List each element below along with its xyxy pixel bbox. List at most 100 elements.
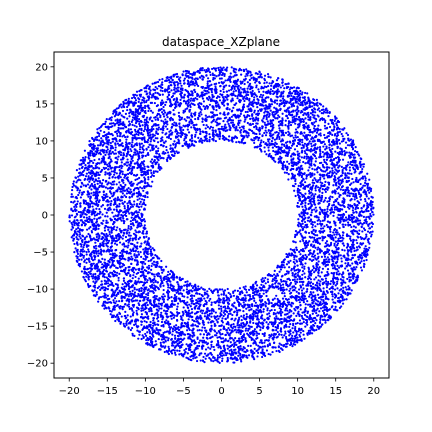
data-point bbox=[127, 244, 130, 247]
data-point bbox=[232, 345, 236, 348]
data-point bbox=[286, 312, 289, 315]
data-point bbox=[328, 146, 331, 149]
data-point bbox=[259, 141, 263, 144]
data-point bbox=[323, 124, 326, 127]
data-point bbox=[195, 304, 198, 307]
data-point bbox=[162, 105, 165, 109]
data-point bbox=[214, 139, 217, 143]
data-point bbox=[133, 291, 137, 294]
data-point bbox=[327, 280, 330, 284]
data-point bbox=[135, 133, 138, 136]
data-point bbox=[301, 263, 304, 266]
data-point bbox=[246, 332, 249, 335]
data-point bbox=[149, 89, 152, 92]
data-point bbox=[109, 265, 112, 268]
data-point bbox=[115, 107, 118, 110]
data-point bbox=[170, 337, 173, 341]
data-point bbox=[179, 82, 182, 85]
data-point bbox=[328, 125, 332, 129]
data-point bbox=[204, 348, 208, 351]
data-point bbox=[131, 248, 135, 251]
data-point bbox=[95, 263, 98, 266]
data-point bbox=[359, 194, 363, 197]
data-point bbox=[208, 136, 212, 139]
data-point bbox=[134, 178, 137, 182]
data-point bbox=[260, 283, 263, 286]
data-point bbox=[259, 328, 262, 332]
data-point bbox=[311, 226, 314, 229]
data-point bbox=[314, 284, 317, 287]
data-point bbox=[117, 316, 120, 319]
data-point bbox=[140, 274, 144, 277]
data-point bbox=[151, 180, 154, 183]
data-point bbox=[217, 135, 220, 138]
data-point bbox=[214, 359, 217, 362]
data-point bbox=[230, 121, 233, 124]
data-point bbox=[303, 131, 306, 134]
data-point bbox=[263, 82, 266, 85]
data-point bbox=[355, 246, 359, 249]
data-point bbox=[278, 307, 281, 310]
data-point bbox=[313, 124, 316, 128]
data-point bbox=[306, 219, 310, 222]
data-point bbox=[193, 78, 196, 81]
data-point bbox=[154, 279, 157, 282]
data-point bbox=[149, 160, 152, 163]
data-point bbox=[258, 81, 261, 85]
data-point bbox=[126, 314, 129, 317]
data-point bbox=[245, 327, 248, 330]
data-point bbox=[340, 153, 343, 156]
data-point bbox=[319, 318, 322, 321]
data-point bbox=[179, 292, 182, 295]
data-point bbox=[212, 135, 215, 138]
data-point bbox=[324, 121, 327, 124]
data-point bbox=[294, 179, 297, 183]
data-point bbox=[281, 283, 285, 286]
data-point bbox=[344, 216, 348, 219]
data-point bbox=[356, 263, 359, 266]
data-point bbox=[242, 286, 245, 289]
data-point bbox=[150, 268, 153, 271]
data-point bbox=[318, 321, 322, 325]
data-point bbox=[89, 270, 92, 273]
data-point bbox=[265, 81, 268, 84]
data-point bbox=[107, 285, 110, 288]
data-point bbox=[77, 193, 80, 197]
data-point bbox=[345, 298, 348, 301]
data-point bbox=[363, 198, 367, 201]
data-point bbox=[305, 320, 309, 324]
data-point bbox=[85, 216, 88, 219]
data-point bbox=[164, 140, 167, 143]
data-point bbox=[298, 301, 301, 304]
data-point bbox=[126, 158, 129, 161]
data-point bbox=[331, 169, 334, 172]
data-point bbox=[350, 172, 353, 175]
data-point bbox=[84, 236, 87, 239]
data-point bbox=[351, 214, 354, 217]
data-point bbox=[143, 87, 146, 90]
data-point bbox=[75, 235, 78, 239]
data-point bbox=[87, 278, 90, 281]
data-point bbox=[228, 307, 231, 310]
data-point bbox=[343, 298, 346, 301]
data-point bbox=[161, 131, 164, 134]
data-point bbox=[148, 107, 151, 110]
data-point bbox=[208, 133, 211, 136]
data-point bbox=[312, 265, 315, 268]
data-point bbox=[282, 280, 285, 283]
data-point bbox=[87, 156, 90, 159]
data-point bbox=[315, 309, 318, 312]
data-point bbox=[140, 88, 143, 92]
data-point bbox=[336, 282, 339, 285]
data-point bbox=[80, 245, 83, 248]
data-point bbox=[93, 158, 96, 162]
data-point bbox=[330, 155, 334, 158]
data-point bbox=[85, 261, 88, 264]
data-point bbox=[268, 315, 271, 318]
data-point bbox=[114, 119, 117, 122]
data-point bbox=[178, 297, 181, 300]
data-point bbox=[309, 213, 312, 216]
data-point bbox=[280, 93, 283, 96]
data-point bbox=[352, 206, 355, 209]
data-point bbox=[302, 120, 305, 123]
